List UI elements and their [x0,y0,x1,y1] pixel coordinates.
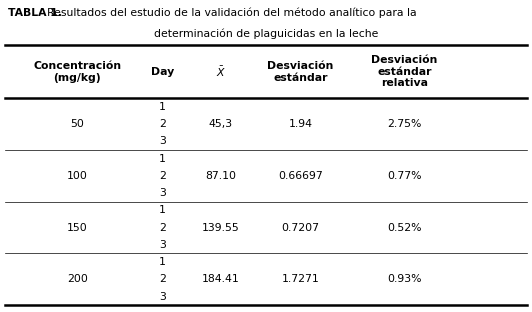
Text: 1: 1 [159,154,165,163]
Text: 0.52%: 0.52% [387,222,421,232]
Text: Desviación
estándar
relativa: Desviación estándar relativa [371,55,437,88]
Text: 0.7207: 0.7207 [281,222,320,232]
Text: 45,3: 45,3 [209,119,233,129]
Text: 3: 3 [159,136,165,146]
Text: Desviación
estándar: Desviación estándar [268,61,334,83]
Text: 100: 100 [66,171,88,181]
Text: 1: 1 [159,205,165,215]
Text: 2.75%: 2.75% [387,119,421,129]
Text: 50: 50 [70,119,84,129]
Text: TABLA 1.: TABLA 1. [8,8,62,18]
Text: 139.55: 139.55 [202,222,239,232]
Text: $\bar{X}$: $\bar{X}$ [215,65,226,79]
Text: 3: 3 [159,240,165,250]
Text: 1: 1 [159,257,165,267]
Text: 3: 3 [159,188,165,198]
Text: 2: 2 [159,274,165,284]
Text: Concentración
(mg/kg): Concentración (mg/kg) [33,61,121,83]
Text: Day: Day [151,67,174,77]
Text: 184.41: 184.41 [202,274,239,284]
Text: 1: 1 [159,102,165,112]
Text: 2: 2 [159,222,165,232]
Text: 2: 2 [159,171,165,181]
Text: 0.93%: 0.93% [387,274,421,284]
Text: 87.10: 87.10 [205,171,236,181]
Text: 150: 150 [66,222,88,232]
Text: Resultados del estudio de la validación del método analítico para la: Resultados del estudio de la validación … [47,8,417,18]
Text: 200: 200 [66,274,88,284]
Text: 1.94: 1.94 [288,119,313,129]
Text: 1.7271: 1.7271 [282,274,319,284]
Text: 2: 2 [159,119,165,129]
Text: determinación de plaguicidas en la leche: determinación de plaguicidas en la leche [154,29,378,39]
Text: 0.66697: 0.66697 [278,171,323,181]
Text: 3: 3 [159,291,165,301]
Text: 0.77%: 0.77% [387,171,421,181]
